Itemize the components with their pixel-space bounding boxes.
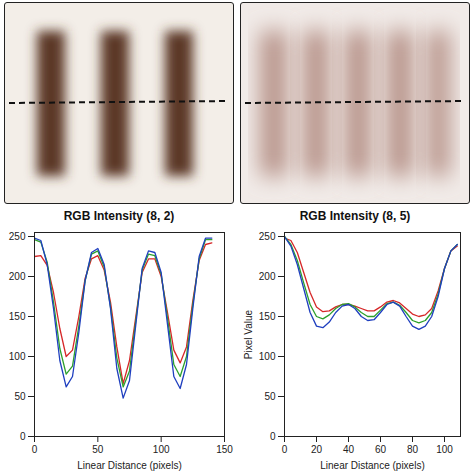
svg-text:Linear Distance (pixels): Linear Distance (pixels) <box>77 460 182 471</box>
svg-text:0: 0 <box>270 431 276 442</box>
svg-text:40: 40 <box>343 444 355 455</box>
svg-text:100: 100 <box>259 351 276 362</box>
svg-text:80: 80 <box>407 444 419 455</box>
svg-text:Linear Distance (pixels): Linear Distance (pixels) <box>320 460 425 471</box>
svg-text:200: 200 <box>259 271 276 282</box>
svg-text:50: 50 <box>14 391 26 402</box>
svg-text:50: 50 <box>92 444 104 455</box>
svg-text:200: 200 <box>9 271 26 282</box>
svg-text:20: 20 <box>311 444 323 455</box>
svg-text:250: 250 <box>9 231 26 242</box>
svg-text:150: 150 <box>259 311 276 322</box>
svg-text:100: 100 <box>153 444 170 455</box>
svg-text:100: 100 <box>436 444 453 455</box>
svg-text:0: 0 <box>32 444 38 455</box>
svg-text:60: 60 <box>375 444 387 455</box>
svg-text:0: 0 <box>20 431 26 442</box>
svg-text:50: 50 <box>264 391 276 402</box>
html-text:RGB Intensity (8, 2): RGB Intensity (8, 2) <box>63 209 175 223</box>
svg-text:Pixel Value: Pixel Value <box>243 309 254 359</box>
html-text:RGB Intensity (8, 5): RGB Intensity (8, 5) <box>299 209 411 223</box>
svg-text:100: 100 <box>9 351 26 362</box>
svg-text:150: 150 <box>216 444 233 455</box>
svg-text:250: 250 <box>259 231 276 242</box>
svg-text:0: 0 <box>282 444 288 455</box>
svg-text:150: 150 <box>9 311 26 322</box>
